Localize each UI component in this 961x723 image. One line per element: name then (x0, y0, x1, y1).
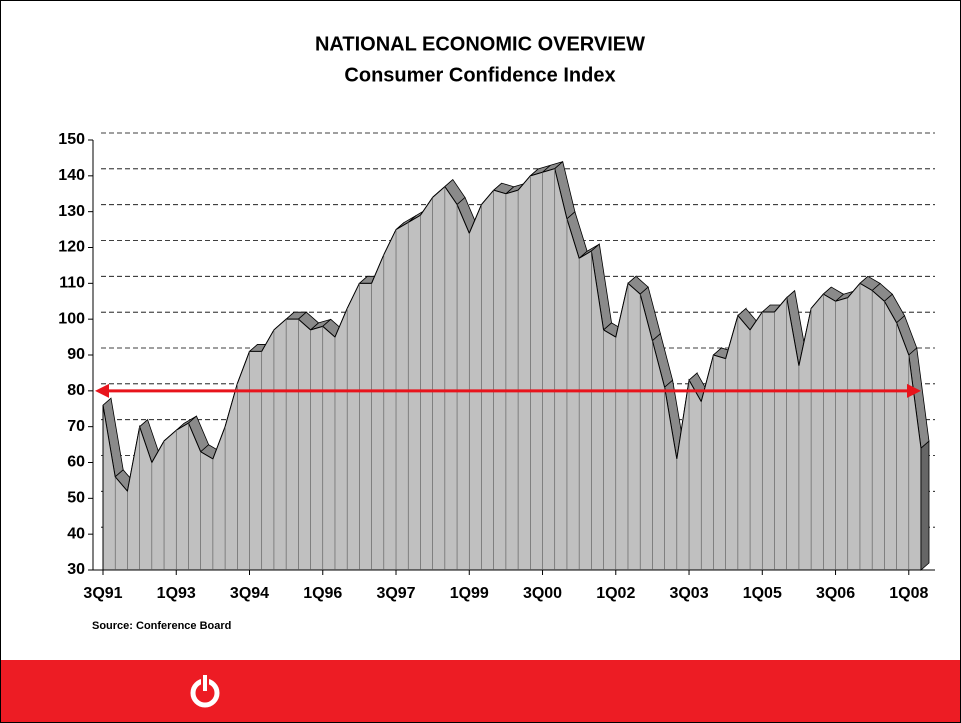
x-tick-label: 3Q94 (230, 585, 269, 602)
x-tick-label: 1Q93 (157, 585, 196, 602)
y-tick-label: 90 (67, 346, 85, 363)
y-tick-label: 30 (67, 561, 85, 578)
y-tick-label: 50 (67, 490, 85, 507)
y-tick-label: 140 (58, 167, 85, 184)
x-tick-label: 1Q08 (889, 585, 928, 602)
y-tick-label: 70 (67, 418, 85, 435)
y-tick-label: 80 (67, 382, 85, 399)
y-tick-label: 60 (67, 454, 85, 471)
y-tick-label: 120 (58, 239, 85, 256)
logo-bar (203, 675, 207, 691)
y-tick-label: 110 (59, 275, 85, 292)
plot: 30 40 50 60 70 80 90 100 110 120 130 140 150 3Q91 1Q93… (58, 131, 935, 602)
chart-subtitle: Consumer Confidence Index (344, 64, 615, 86)
source: Source: Conference Board (92, 620, 231, 632)
arrow-head-right (907, 383, 921, 398)
x-tick-label: 3Q91 (83, 585, 122, 602)
x-tick-label: 1Q99 (450, 585, 489, 602)
y-tick-label: 100 (58, 310, 85, 327)
logo (190, 673, 220, 708)
arrow-head-left (95, 383, 109, 398)
x-tick-label: 3Q00 (523, 585, 562, 602)
x-tick-label: 3Q06 (816, 585, 855, 602)
area-side (920, 440, 930, 571)
x-tick-label: 1Q05 (743, 585, 782, 602)
x-tick-label: 3Q97 (376, 585, 415, 602)
y-tick-label: 40 (67, 525, 85, 542)
x-tick-label: 3Q03 (669, 585, 708, 602)
x-tick-label: 1Q02 (596, 585, 635, 602)
y-tick-label: 130 (58, 203, 85, 220)
footer-band (1, 660, 960, 722)
y-tick-label: 150 (58, 131, 85, 148)
chart-title: NATIONAL ECONOMIC OVERVIEW (315, 33, 645, 55)
x-tick-label: 1Q96 (303, 585, 342, 602)
